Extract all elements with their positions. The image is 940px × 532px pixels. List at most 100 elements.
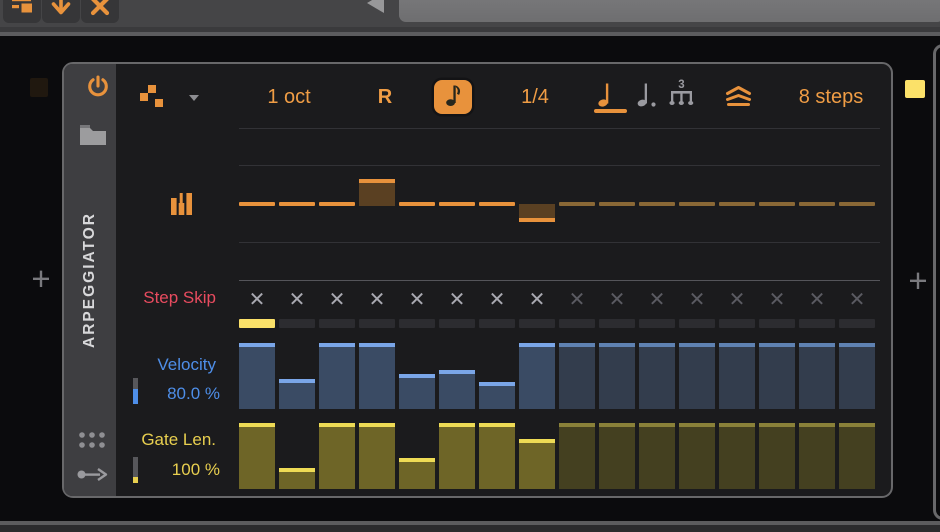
step-skip-toggle[interactable]: ✕ [408,287,426,311]
velocity-bar[interactable] [559,343,595,409]
gate-length-bar[interactable] [839,423,875,489]
step-skip-toggle[interactable]: ✕ [768,287,786,311]
step-skip-toggle[interactable]: ✕ [848,287,866,311]
chain-color-swatch-right[interactable] [905,80,925,98]
pitch-step[interactable] [799,202,835,206]
velocity-bar[interactable] [759,343,795,409]
velocity-bar[interactable] [439,370,475,409]
note-value-straight-button[interactable] [595,81,615,109]
step-skip-toggle[interactable]: ✕ [808,287,826,311]
delete-button[interactable] [81,0,119,23]
playhead-slot[interactable] [319,319,355,328]
velocity-bar[interactable] [239,343,275,409]
playhead-slot[interactable] [279,319,315,328]
step-skip-toggle[interactable]: ✕ [688,287,706,311]
pitch-step[interactable] [719,202,755,206]
velocity-bar[interactable] [719,343,755,409]
gate-length-bar[interactable] [439,423,475,489]
pitch-step[interactable] [679,202,715,206]
add-device-right-button[interactable]: + [903,264,933,298]
playhead-slot[interactable] [719,319,755,328]
shuffle-flatten-button[interactable] [724,84,752,108]
note-value-dotted-button[interactable] [635,81,659,109]
step-skip-toggle[interactable]: ✕ [328,287,346,311]
pitch-step[interactable] [279,202,315,206]
pitch-step[interactable] [319,202,355,206]
pitch-step[interactable] [399,202,435,206]
step-skip-toggle[interactable]: ✕ [648,287,666,311]
arp-pattern-button[interactable] [136,81,166,109]
step-skip-toggle[interactable]: ✕ [448,287,466,311]
velocity-mini-fader[interactable] [133,378,138,404]
rate-control[interactable]: 1/4 [521,86,549,108]
note-value-triplet-button[interactable]: 3 [668,78,694,110]
gate-length-bar[interactable] [679,423,715,489]
gate-length-bar[interactable] [799,423,835,489]
step-skip-toggle[interactable]: ✕ [248,287,266,311]
gate-length-bar[interactable] [639,423,675,489]
pitch-step[interactable] [599,202,635,206]
step-skip-toggle[interactable]: ✕ [488,287,506,311]
velocity-bar[interactable] [399,374,435,409]
playhead-slot[interactable] [439,319,475,328]
step-skip-toggle[interactable]: ✕ [288,287,306,311]
playhead-slot[interactable] [399,319,435,328]
velocity-bar[interactable] [639,343,675,409]
gate-length-bar[interactable] [519,439,555,489]
pattern-dropdown-icon[interactable] [189,95,199,101]
device-folder-button[interactable] [78,122,108,149]
playhead-slot[interactable] [639,319,675,328]
chain-color-swatch-left[interactable] [30,78,48,97]
gate-length-bar[interactable] [759,423,795,489]
velocity-bar[interactable] [519,343,555,409]
octave-range-control[interactable]: 1 oct [267,86,311,108]
pitch-step[interactable] [559,202,595,206]
velocity-bar[interactable] [799,343,835,409]
note-mode-button[interactable] [434,80,472,114]
retrigger-control[interactable]: R [377,86,393,108]
gate-length-bar[interactable] [319,423,355,489]
playhead-slot[interactable] [359,319,395,328]
pitch-step[interactable] [519,204,555,222]
gate-length-bar[interactable] [239,423,275,489]
playhead-slot[interactable] [559,319,595,328]
gate-length-bar[interactable] [359,423,395,489]
playhead-slot[interactable] [599,319,635,328]
toolbar-field[interactable] [399,0,940,22]
gate-length-bar[interactable] [559,423,595,489]
velocity-bar[interactable] [279,379,315,409]
mapping-button[interactable] [76,465,110,487]
pitch-step[interactable] [759,202,795,206]
remote-controls-button[interactable] [76,430,109,453]
device-enable-button[interactable] [84,75,111,103]
playhead-slot[interactable] [839,319,875,328]
pitch-step[interactable] [839,202,875,206]
playhead-slot[interactable] [239,319,275,328]
gate-length-value[interactable]: 100 % [171,460,220,479]
velocity-bar[interactable] [839,343,875,409]
pitch-step[interactable] [359,179,395,206]
step-skip-toggle[interactable]: ✕ [728,287,746,311]
step-skip-toggle[interactable]: ✕ [568,287,586,311]
gate-length-bar[interactable] [479,423,515,489]
playhead-slot[interactable] [479,319,515,328]
gate-mini-fader[interactable] [133,457,138,483]
velocity-bar[interactable] [599,343,635,409]
gate-length-bar[interactable] [279,468,315,489]
playhead-slot[interactable] [519,319,555,328]
playhead-slot[interactable] [799,319,835,328]
step-skip-toggle[interactable]: ✕ [368,287,386,311]
velocity-bar[interactable] [679,343,715,409]
pitch-step[interactable] [479,202,515,206]
gate-length-bar[interactable] [399,458,435,489]
gate-length-bar[interactable] [599,423,635,489]
gate-length-bar[interactable] [719,423,755,489]
collapse-left-icon[interactable] [367,0,384,13]
playhead-slot[interactable] [759,319,795,328]
pitch-step[interactable] [639,202,675,206]
velocity-value[interactable]: 80.0 % [167,384,220,403]
step-skip-toggle[interactable]: ✕ [528,287,546,311]
add-device-left-button[interactable]: + [26,262,56,296]
panel-list-button[interactable] [3,0,41,23]
velocity-bar[interactable] [479,382,515,409]
